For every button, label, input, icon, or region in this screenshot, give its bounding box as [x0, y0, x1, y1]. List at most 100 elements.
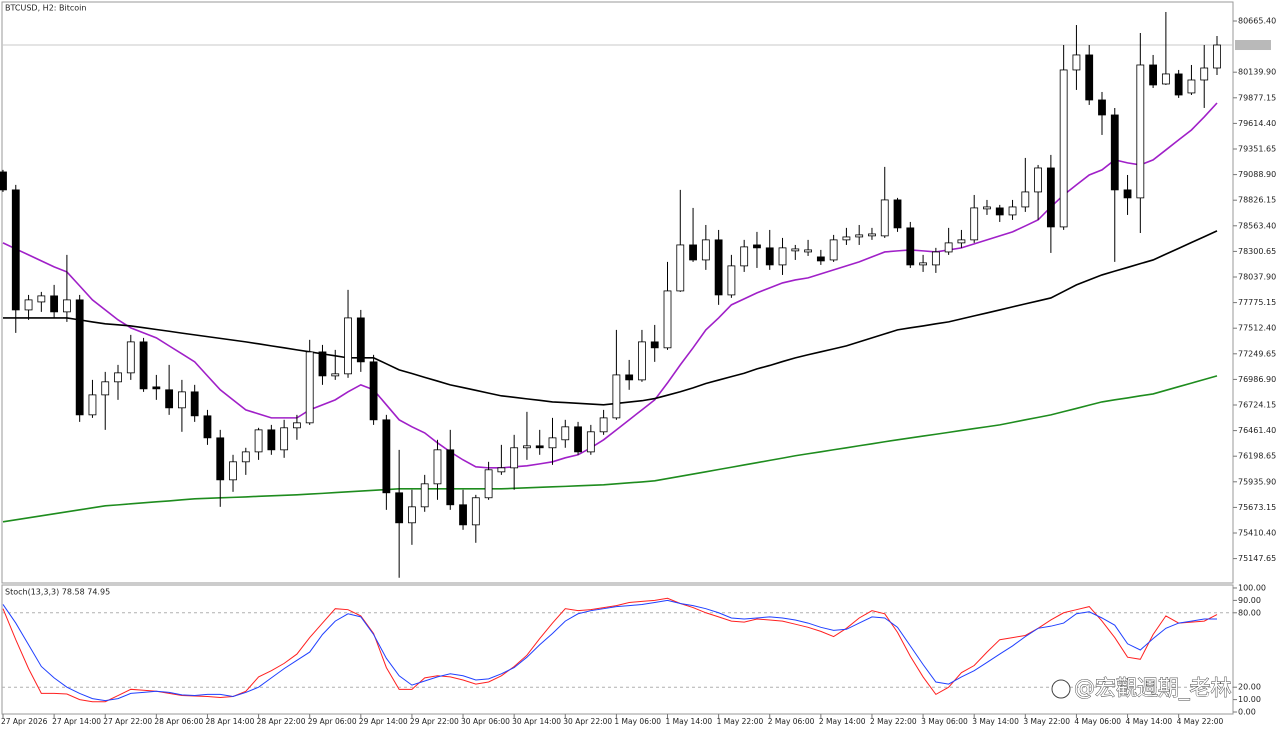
candle-body — [535, 445, 544, 449]
candle-body — [356, 317, 365, 363]
candle-body — [1046, 167, 1055, 228]
y-tick-label: 0.00 — [1238, 708, 1256, 717]
candle-body — [1085, 54, 1094, 101]
moving-average — [2, 375, 1218, 523]
candle-body — [139, 341, 148, 390]
candle-body — [983, 206, 991, 210]
y-tick-label: 75147.65 — [1238, 554, 1276, 563]
candle-body — [24, 299, 33, 311]
candle-body — [893, 199, 902, 229]
candle-body — [216, 437, 225, 481]
x-tick-label: 30 Apr 14:00 — [512, 717, 561, 726]
y-tick-label: 78300.65 — [1238, 247, 1276, 256]
stoch-frame — [1, 584, 1234, 715]
x-tick-label: 27 Apr 22:00 — [103, 717, 152, 726]
candle-body — [1123, 189, 1132, 199]
y-tick-label: 79877.15 — [1238, 93, 1276, 102]
y-tick-label: 80.00 — [1238, 608, 1261, 617]
candle-body — [574, 426, 582, 453]
candle-body — [1187, 79, 1196, 94]
candle-body — [369, 361, 378, 421]
stoch-line — [2, 599, 1218, 702]
x-tick-label: 3 May 22:00 — [1023, 717, 1070, 726]
x-tick-label: 4 May 14:00 — [1126, 717, 1173, 726]
candle-body — [753, 244, 761, 249]
candle-body — [241, 451, 250, 463]
candle-body — [638, 341, 646, 381]
candle-body — [1008, 206, 1017, 216]
candle-body — [1174, 73, 1183, 96]
x-tick-label: 28 Apr 06:00 — [154, 717, 203, 726]
indicator-title: Stoch(13,3,3) 78.58 74.95 — [5, 588, 110, 597]
main-frame — [1, 1, 1234, 584]
candle-body — [765, 247, 774, 266]
x-tick-label: 3 May 06:00 — [921, 717, 968, 726]
candle-body — [0, 171, 7, 191]
y-tick-label: 79614.40 — [1238, 119, 1276, 128]
candle-body — [778, 247, 787, 266]
candle-body — [663, 290, 672, 349]
candle-body — [1072, 54, 1081, 71]
x-tick-label: 29 Apr 22:00 — [410, 717, 459, 726]
candle-body — [970, 207, 979, 241]
candle-body — [126, 341, 135, 374]
y-tick-label: 20.00 — [1238, 683, 1261, 692]
y-tick-label: 90.00 — [1238, 596, 1261, 605]
candle-body — [433, 449, 442, 485]
y-tick-label: 79351.65 — [1238, 144, 1276, 153]
chart-title: BTCUSD, H2: Bitcoin — [5, 4, 86, 13]
candle-body — [254, 429, 263, 453]
candle-body — [676, 244, 685, 292]
candle-body — [293, 422, 301, 429]
moving-average — [3, 230, 1218, 406]
y-tick-label: 76198.65 — [1238, 452, 1276, 461]
y-tick-label: 80139.90 — [1238, 68, 1276, 77]
candle-body — [727, 265, 736, 296]
x-tick-label: 1 May 22:00 — [717, 717, 764, 726]
candle-body — [804, 249, 812, 253]
candle-body — [420, 483, 429, 508]
candle-body — [408, 506, 416, 524]
candle-body — [203, 415, 212, 439]
candle-body — [842, 236, 851, 241]
candle-body — [714, 239, 723, 296]
candle-body — [689, 244, 697, 261]
candle-body — [344, 317, 352, 375]
candle-body — [906, 227, 915, 266]
candle-body — [11, 189, 20, 311]
candle-body — [625, 374, 634, 381]
candle-body — [165, 389, 174, 409]
candle-body — [1213, 44, 1221, 69]
price-label-box — [1235, 40, 1271, 51]
candle-body — [267, 429, 276, 451]
watermark: @宏觀週期_老林 — [1074, 676, 1232, 701]
candle-body — [701, 239, 710, 261]
candle-body — [957, 239, 966, 244]
candle-body — [114, 372, 122, 383]
x-tick-label: 2 May 14:00 — [819, 717, 866, 726]
y-tick-label: 76724.15 — [1238, 400, 1276, 409]
x-tick-label: 28 Apr 14:00 — [205, 717, 254, 726]
candle-body — [868, 233, 876, 237]
candle-body — [1021, 191, 1030, 208]
x-tick-label: 2 May 06:00 — [768, 717, 815, 726]
candle-body — [829, 239, 838, 261]
candle-body — [88, 394, 97, 416]
y-tick-label: 80665.40 — [1238, 16, 1276, 25]
y-tick-label: 77512.40 — [1238, 324, 1276, 333]
candle-body — [586, 431, 595, 453]
candle-body — [229, 461, 237, 481]
candle-body — [331, 373, 340, 377]
x-tick-label: 27 Apr 14:00 — [52, 717, 101, 726]
y-tick-label: 78563.40 — [1238, 221, 1276, 230]
y-tick-label: 78826.15 — [1238, 196, 1276, 205]
candle-body — [1136, 64, 1145, 199]
candle-body — [459, 504, 467, 526]
candle-body — [816, 256, 825, 262]
x-tick-label: 1 May 14:00 — [666, 717, 713, 726]
y-tick-label: 75673.15 — [1238, 503, 1276, 512]
candle-body — [1161, 73, 1170, 85]
candle-body — [740, 246, 749, 267]
